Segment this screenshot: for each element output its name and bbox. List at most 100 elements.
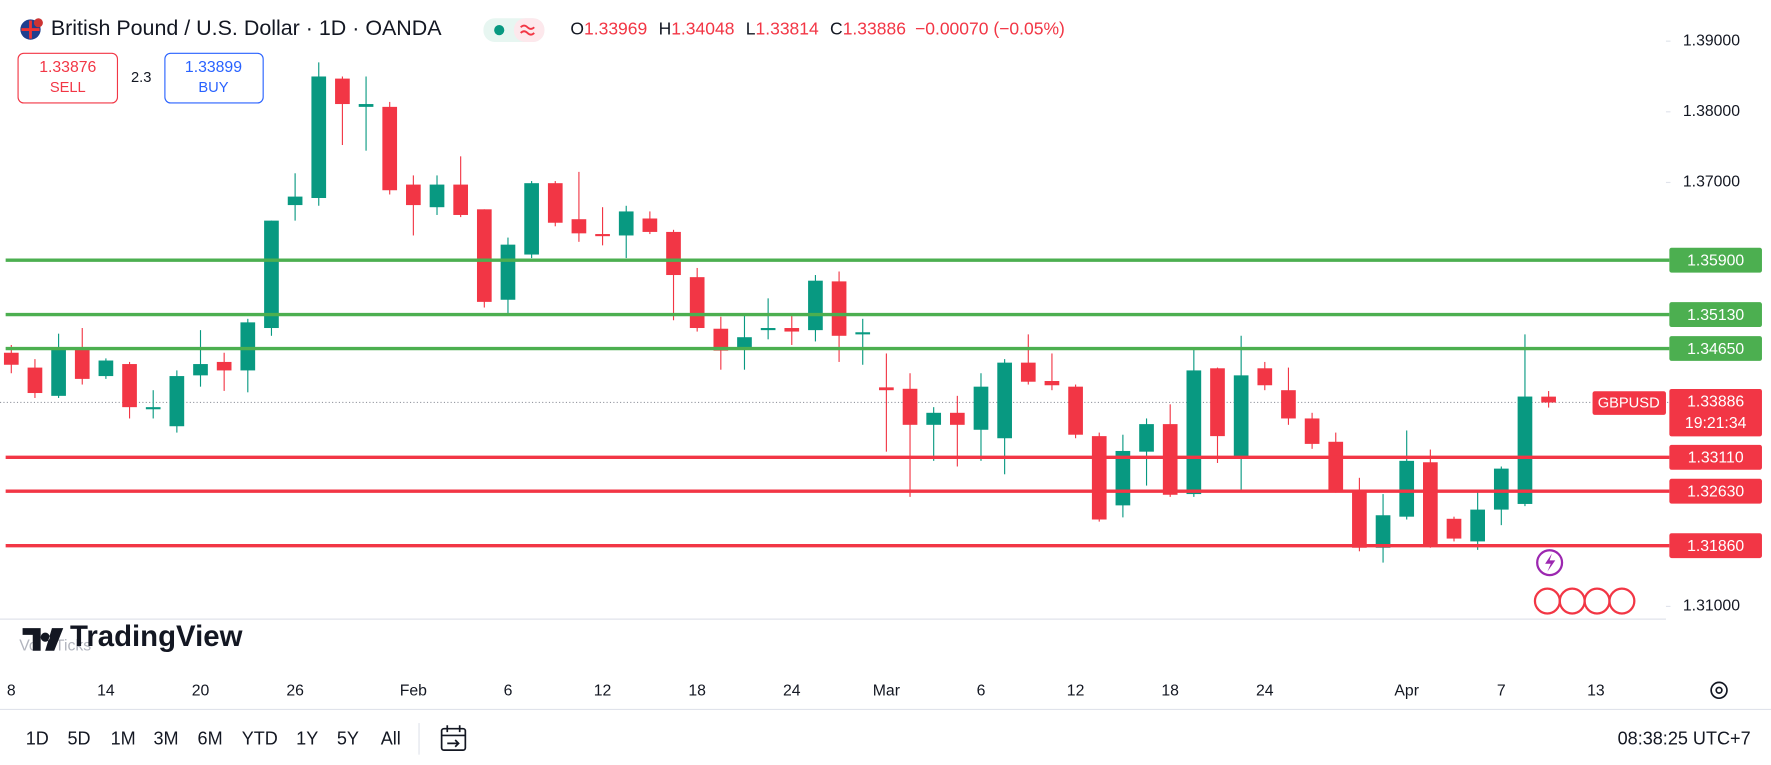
x-tick-label: Feb <box>400 683 427 700</box>
candle-body <box>264 220 279 329</box>
candle-body <box>216 361 232 371</box>
x-tick-label: 13 <box>1587 683 1605 700</box>
candle-body <box>169 376 185 427</box>
candle-body <box>524 183 539 255</box>
candle-body <box>3 352 19 365</box>
candle-body <box>1446 518 1462 539</box>
candle-body <box>618 211 634 236</box>
ohlc-change: −0.00070 (−0.05%) <box>915 18 1065 38</box>
x-tick-label: 6 <box>504 683 513 700</box>
buy-price: 1.33899 <box>185 59 242 76</box>
sell-label: SELL <box>50 80 86 96</box>
y-tick-label: 1.31000 <box>1683 598 1740 615</box>
buy-button[interactable] <box>164 52 264 104</box>
candle-body <box>500 244 516 300</box>
candle-body <box>1257 368 1273 386</box>
candle-body <box>476 209 492 302</box>
ohlc-letter: H <box>659 18 672 38</box>
candle-body <box>1541 396 1556 403</box>
candle-body <box>595 234 610 237</box>
candle-body <box>1068 386 1083 435</box>
spread: 2.3 <box>131 70 151 86</box>
x-tick-label: 12 <box>1067 683 1085 700</box>
candle-body <box>98 360 114 377</box>
candle-body <box>737 337 752 348</box>
candle-body <box>855 332 871 335</box>
last-price-label: 1.33886 <box>1687 394 1744 411</box>
candle-body <box>406 184 421 206</box>
countdown: 19:21:34 <box>1685 415 1747 432</box>
candle-body <box>997 362 1012 439</box>
settings-icon[interactable] <box>1710 681 1728 700</box>
ohlc-value: 1.34048 <box>671 18 734 38</box>
candle-body <box>122 364 137 408</box>
range-button[interactable]: 1M <box>111 729 136 749</box>
brand-name: TradingView <box>70 620 243 653</box>
candle-body <box>429 184 445 208</box>
candle-body <box>808 280 823 331</box>
level-label: 1.35130 <box>1687 307 1744 324</box>
level-label: 1.35900 <box>1687 252 1744 269</box>
candle-body <box>453 184 469 215</box>
candle-body <box>760 328 776 331</box>
level-label-box <box>1669 478 1762 504</box>
range-button[interactable]: All <box>381 729 401 749</box>
range-button[interactable]: 5D <box>68 729 91 749</box>
candle-body <box>1210 368 1225 437</box>
candle-body <box>1517 396 1533 504</box>
x-tick-label: 8 <box>7 683 16 700</box>
candle-body <box>949 412 965 425</box>
candle-body <box>311 76 327 199</box>
y-tick-label: 1.37000 <box>1683 174 1740 191</box>
candle-body <box>1399 460 1415 517</box>
candle-body <box>784 328 800 332</box>
range-button[interactable]: YTD <box>242 729 278 749</box>
candle-body <box>689 277 705 329</box>
x-tick-label: 14 <box>97 683 115 700</box>
level-label: 1.33110 <box>1688 450 1744 467</box>
range-button[interactable]: 1D <box>26 729 49 749</box>
candle-body <box>571 219 587 234</box>
x-tick-label: 7 <box>1497 683 1506 700</box>
range-button[interactable]: 6M <box>198 729 223 749</box>
ohlc-value: 1.33886 <box>843 18 906 38</box>
candle-body <box>1233 375 1249 457</box>
candle-body <box>902 388 918 425</box>
candle-body <box>1115 450 1131 506</box>
candle-body <box>1352 490 1367 548</box>
ohlc-letter: C <box>830 18 843 38</box>
x-tick-label: 6 <box>977 683 986 700</box>
candle-body <box>926 412 942 425</box>
ohlc-letter: O <box>570 18 584 38</box>
range-button[interactable]: 3M <box>153 729 178 749</box>
candle-body <box>382 106 398 191</box>
y-tick-label: 1.38000 <box>1683 103 1740 120</box>
candle-body <box>1139 424 1154 452</box>
candle-body <box>1470 509 1485 542</box>
goto-date-icon[interactable] <box>440 725 467 751</box>
level-label-box <box>1669 302 1762 328</box>
candle-body <box>713 328 729 351</box>
level-label: 1.32630 <box>1687 484 1744 501</box>
range-button[interactable]: 1Y <box>296 729 318 749</box>
candle-body <box>1304 418 1320 444</box>
sell-button[interactable] <box>17 52 119 104</box>
candle-body <box>145 407 161 410</box>
candle-body <box>1186 370 1202 495</box>
candle-body <box>358 104 374 107</box>
status-pill <box>483 18 545 42</box>
x-tick-label: 18 <box>688 683 706 700</box>
symbol-flag <box>20 18 43 40</box>
ohlc-legend: O1.33969 H1.34048 L1.33814 C1.33886 −0.00070… <box>570 18 1064 38</box>
candle-body <box>1493 468 1509 510</box>
range-button[interactable]: 5Y <box>337 729 359 749</box>
candle-body <box>74 347 90 379</box>
candle-body <box>666 231 681 276</box>
x-tick-label: 24 <box>783 683 801 700</box>
sell-price: 1.33876 <box>39 59 96 76</box>
brand-logo <box>22 628 64 651</box>
candle-body <box>1375 515 1391 548</box>
